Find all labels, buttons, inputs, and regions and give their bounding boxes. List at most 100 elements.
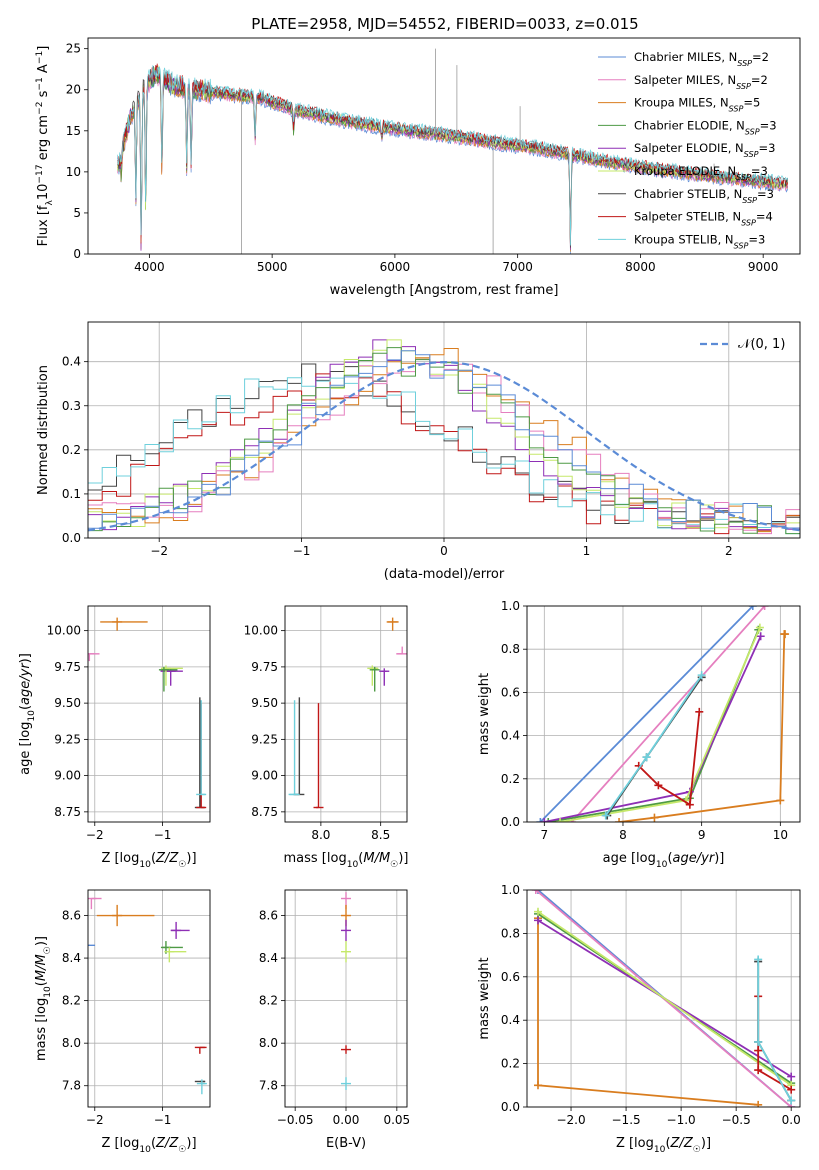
x-tick-label: 8000 — [625, 260, 656, 274]
legend-entry: Salpeter ELODIE, NSSP=3 — [634, 141, 775, 159]
label-part: SSP — [744, 150, 759, 159]
label-part: Z/Z — [670, 1136, 694, 1151]
data-point — [341, 1045, 351, 1054]
x-tick-label: 0.05 — [383, 1113, 410, 1127]
label-part: λ — [45, 200, 55, 206]
legend-entry: Kroupa ELODIE, NSSP=3 — [634, 164, 768, 182]
label-part: )] — [398, 851, 408, 866]
weight-marker — [650, 813, 659, 822]
y-tick-label: 0.2 — [501, 772, 520, 786]
legend-entry: Salpeter STELIB, NSSP=4 — [634, 210, 773, 228]
y-tick-label: 7.8 — [259, 1079, 278, 1093]
weight-series-line — [537, 910, 792, 1087]
y-tick-label: 25 — [66, 42, 81, 56]
axes-frame — [87, 37, 801, 255]
axes-age-vs-mass: 8.0 8.5 8.75 9.00 9.25 9.50 9.75 10.00 — [244, 606, 407, 842]
label-part: 10 — [654, 1145, 666, 1155]
normal-reference-curve — [88, 360, 800, 532]
weight-marker — [697, 671, 706, 680]
data-point — [88, 897, 102, 910]
y-tick-label: 0.0 — [62, 531, 81, 545]
y-tick-label: 8.0 — [259, 1036, 278, 1050]
y-axis-label: Flux [fλ10−17 erg cm−2 s−1 A−1] — [35, 46, 55, 247]
x-tick-label: −1 — [154, 828, 172, 842]
label-part: 10 — [347, 860, 359, 870]
weight-marker — [754, 1037, 763, 1046]
y-tick-label: 10 — [66, 165, 81, 179]
weight-marker — [776, 796, 785, 805]
y-axis-label: mass weight — [477, 957, 492, 1039]
x-axis-label: age [log10(age/yr)] — [603, 851, 725, 870]
label-part: SSP — [745, 127, 760, 136]
label-part: )] — [714, 851, 724, 866]
label-part: SSP — [742, 195, 757, 204]
errorbar-points — [88, 617, 207, 809]
weight-marker — [755, 623, 764, 632]
label-part: ] — [36, 46, 51, 51]
label-part: ☉ — [43, 946, 53, 954]
errorbar-points — [341, 892, 351, 1090]
weight-marker — [787, 1072, 796, 1081]
label-part: Chabrier ELODIE, N — [634, 118, 745, 132]
label-part: ☉ — [178, 1145, 186, 1155]
label-part: SSP — [736, 81, 751, 90]
x-tick-label: 0 — [440, 544, 448, 558]
x-axis-label: (data-model)/error — [384, 567, 505, 582]
x-tick-label: −2 — [86, 828, 104, 842]
weight-marker — [748, 606, 757, 610]
axes-frame — [526, 605, 801, 823]
label-part: M/M — [34, 954, 49, 981]
y-tick-label: 9.25 — [251, 732, 278, 746]
x-tick-label: 1 — [583, 544, 591, 558]
data-point — [194, 697, 205, 809]
data-point — [313, 703, 324, 809]
histogram-step — [88, 376, 800, 535]
legend-entry: Chabrier MILES, NSSP=2 — [634, 50, 769, 68]
weight-marker — [642, 753, 651, 762]
y-tick-label: 0.8 — [501, 926, 520, 940]
label-part: SSP — [737, 59, 752, 68]
axes-frame — [87, 605, 211, 823]
x-tick-label: 5000 — [257, 260, 288, 274]
x-tick-label: 9000 — [748, 260, 779, 274]
label-part: Kroupa ELODIE, N — [634, 164, 736, 178]
label-part: Kroupa STELIB, N — [634, 232, 734, 246]
label-part: ( — [667, 851, 672, 866]
y-tick-label: 0.0 — [501, 815, 520, 829]
data-point — [341, 941, 351, 963]
x-tick-label: 8.0 — [311, 828, 330, 842]
data-point — [196, 1079, 207, 1095]
x-tick-label: 9 — [698, 828, 706, 842]
weight-marker — [601, 811, 610, 820]
legend-entry: Chabrier ELODIE, NSSP=3 — [634, 118, 777, 136]
y-tick-label: 0.4 — [501, 1013, 520, 1027]
label-part: )] — [701, 1136, 711, 1151]
label-part: s — [36, 90, 51, 101]
y-axis-label: age [log10(age/yr)] — [18, 653, 37, 775]
weight-series-line — [559, 627, 761, 822]
label-part: ☉ — [693, 1145, 701, 1155]
axes-age-vs-Z: −2 −1 8.75 9.00 9.25 9.50 9.75 10.00 — [47, 606, 210, 842]
weight-marker — [531, 890, 540, 894]
label-part: mass [log — [34, 998, 49, 1061]
label-part: Z/Z — [155, 1136, 179, 1151]
y-tick-label: 8.4 — [62, 951, 81, 965]
weight-series-line — [539, 606, 754, 822]
label-part: =2 — [752, 50, 769, 64]
y-tick-label: 9.50 — [54, 696, 81, 710]
label-part: ☉ — [390, 860, 398, 870]
label-part: −1 — [35, 77, 45, 90]
y-tick-label: 20 — [66, 83, 81, 97]
data-point — [341, 919, 351, 942]
data-point — [164, 947, 187, 963]
data-point — [160, 665, 183, 686]
weight-marker — [534, 1081, 543, 1090]
y-tick-label: 10.00 — [47, 624, 81, 638]
x-tick-label: 10 — [773, 828, 788, 842]
data-point — [170, 921, 190, 939]
y-tick-label: 9.75 — [54, 660, 81, 674]
label-part: A — [36, 64, 51, 77]
y-tick-label: 8.2 — [62, 994, 81, 1008]
errorbar-points — [88, 897, 207, 1095]
weight-series-line — [544, 635, 762, 822]
